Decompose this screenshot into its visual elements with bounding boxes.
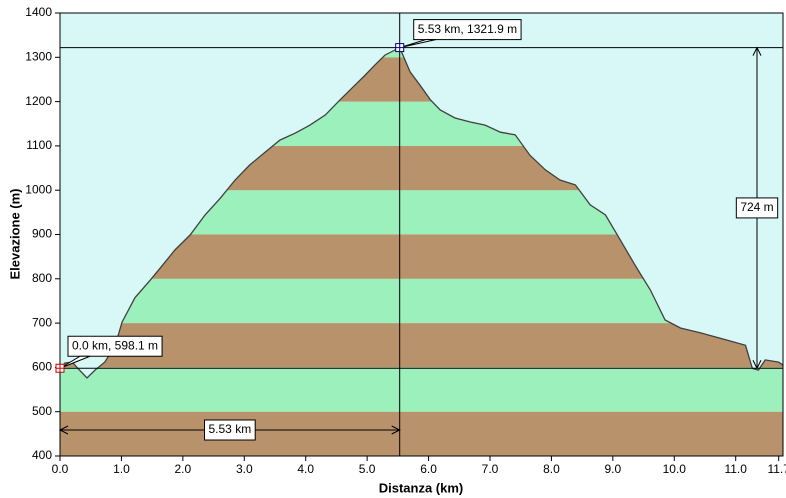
x-tick-label: 10.0 (663, 462, 687, 476)
marker-pointer (59, 355, 91, 369)
y-tick-label: 400 (32, 448, 52, 462)
x-tick-label: 11.0 (724, 462, 747, 476)
x-tick-label: 9.0 (605, 462, 622, 476)
marker-label-box (413, 19, 522, 41)
x-tick-label: 4.0 (297, 462, 314, 476)
distance-label-box (204, 419, 256, 441)
x-tick-label: 5.0 (359, 462, 376, 476)
y-axis-title: Elevazione (m) (7, 188, 22, 279)
arrow-head (752, 360, 762, 370)
marker-pointer (399, 39, 436, 49)
x-tick-label: 6.0 (420, 462, 437, 476)
y-tick-label: 900 (32, 227, 52, 241)
y-tick-label: 1100 (26, 138, 52, 152)
y-tick-label: 500 (32, 404, 52, 418)
y-tick-label: 800 (32, 271, 52, 285)
distance-label: 5.53 km (209, 422, 252, 436)
elevation-band (60, 411, 783, 456)
y-tick-label: 700 (32, 315, 52, 329)
y-tick-label: 600 (32, 360, 52, 374)
x-tick-label: 11.7 (767, 462, 786, 476)
y-tick-label: 1200 (25, 94, 52, 108)
x-tick-label: 8.0 (543, 462, 560, 476)
elevation-label-box (735, 197, 779, 219)
y-tick-label: 1300 (25, 49, 52, 63)
y-tick-label: 1400 (25, 5, 52, 19)
marker-label: 5.53 km, 1321.9 m (418, 22, 517, 36)
x-tick-label: 1.0 (113, 462, 130, 476)
marker-label: 0.0 km, 598.1 m (72, 338, 158, 352)
arrow-head (391, 425, 401, 435)
elevation-band (60, 367, 783, 412)
x-axis-title: Distanza (km) (379, 480, 464, 495)
x-tick-label: 3.0 (236, 462, 253, 476)
y-tick-label: 1000 (25, 182, 52, 196)
arrow-head (752, 46, 762, 56)
arrow-head (58, 425, 69, 435)
x-tick-label: 0.0 (52, 462, 69, 476)
elevation-label: 724 m (740, 200, 773, 214)
x-tick-label: 7.0 (482, 462, 499, 476)
x-tick-label: 2.0 (175, 462, 192, 476)
marker-label-box (67, 335, 163, 357)
elevation-band (60, 323, 783, 368)
